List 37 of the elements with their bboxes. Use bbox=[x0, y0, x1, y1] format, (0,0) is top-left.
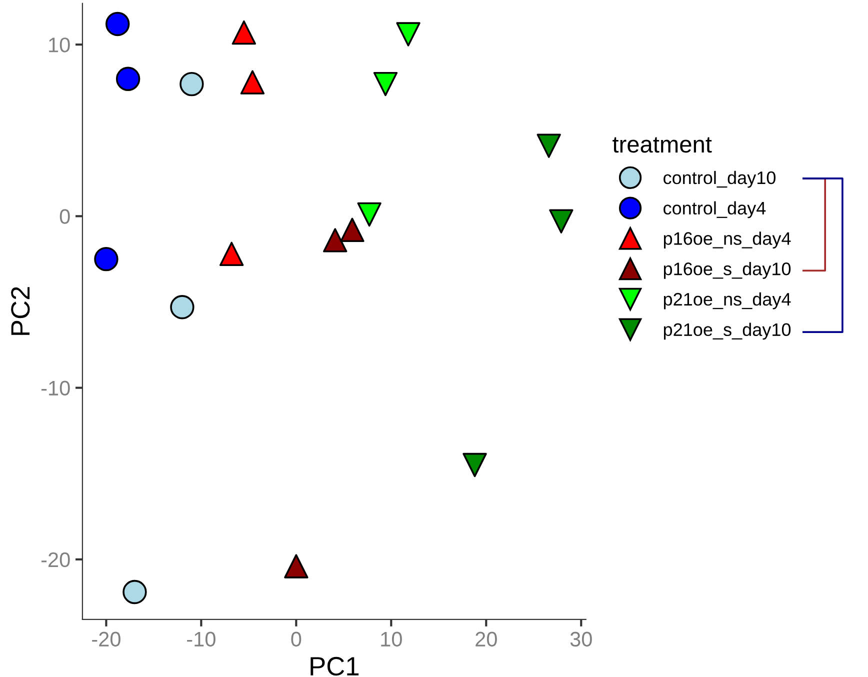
y-tick-label: -10 bbox=[41, 380, 70, 396]
point bbox=[462, 452, 487, 478]
legend-label: control_day4 bbox=[664, 201, 766, 218]
point bbox=[170, 295, 194, 320]
point bbox=[340, 218, 364, 242]
x-tick-label: 0 bbox=[291, 632, 302, 647]
point bbox=[106, 12, 130, 36]
point bbox=[536, 134, 561, 158]
point bbox=[396, 22, 420, 46]
x-tick-label: 10 bbox=[381, 632, 402, 647]
point bbox=[219, 242, 244, 266]
x-tick-label: 20 bbox=[476, 632, 497, 647]
point bbox=[116, 66, 140, 91]
y-tick-label: 0 bbox=[60, 209, 70, 224]
point bbox=[373, 72, 398, 96]
point bbox=[323, 228, 348, 252]
legend-label: p16oe_s_day10 bbox=[664, 262, 791, 279]
x-tick-label: 30 bbox=[570, 632, 592, 647]
legend-label: p21oe_ns_day4 bbox=[664, 292, 791, 310]
point bbox=[240, 70, 265, 94]
y-axis-title: PC2 bbox=[11, 287, 30, 335]
x-tick-label: -10 bbox=[187, 632, 216, 647]
point bbox=[122, 580, 147, 604]
legend-label: p16oe_ns_day4 bbox=[664, 232, 791, 248]
y-tick-label: 10 bbox=[49, 38, 70, 52]
point bbox=[180, 72, 204, 96]
point bbox=[232, 20, 256, 45]
point bbox=[549, 209, 574, 234]
legend-label: control_day10 bbox=[664, 170, 776, 188]
point bbox=[94, 246, 118, 272]
y-tick-label: -20 bbox=[41, 552, 70, 568]
point bbox=[284, 554, 308, 578]
x-axis-title: PC1 bbox=[310, 656, 359, 676]
legend-title: treatment bbox=[612, 137, 712, 153]
x-tick-label: -20 bbox=[92, 632, 120, 647]
point bbox=[357, 202, 382, 227]
legend-label: p21oe_s_day10 bbox=[664, 322, 791, 340]
